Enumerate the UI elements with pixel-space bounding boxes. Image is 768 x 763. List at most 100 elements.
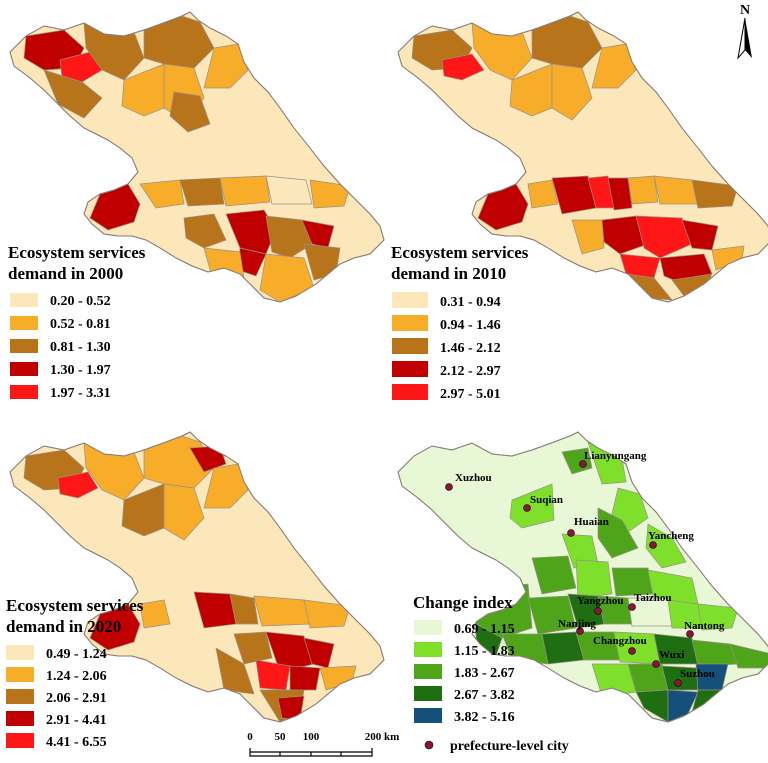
legend-class-label: 0.52 - 0.81 — [50, 317, 111, 332]
north-arrow-left-half — [737, 17, 746, 60]
city-xuzhou: Xuzhou — [445, 472, 492, 491]
legend-2000-items: 0.20 - 0.52 0.52 - 0.81 0.81 - 1.30 1.30 - … — [10, 293, 111, 401]
map-2010-counties — [411, 15, 745, 301]
legend-class-label: 4.41 - 6.55 — [46, 735, 107, 750]
legend-swatch — [10, 316, 38, 330]
city-dot — [686, 630, 694, 638]
scale-label-50: 50 — [275, 731, 287, 743]
map-2000 — [9, 11, 385, 303]
city-dot — [567, 529, 575, 537]
legend-swatch — [6, 711, 34, 726]
legend-class-label: 0.81 - 1.30 — [50, 340, 111, 355]
city-label-nanjing: Nanjing — [558, 618, 596, 630]
legend-swatch — [414, 664, 442, 679]
legend-class-label: 1.97 - 3.31 — [50, 386, 111, 401]
legend-class-label: 2.97 - 5.01 — [440, 387, 501, 402]
city-suzhou: Suzhou — [674, 668, 715, 687]
scale-bar-line — [249, 748, 373, 757]
legend-class-label: 3.82 - 5.16 — [454, 710, 515, 725]
north-label: N — [740, 3, 750, 18]
legend-2000: Ecosystem services demand in 2000 0.20 -… — [8, 243, 146, 401]
scale-label-0: 0 — [247, 731, 253, 743]
legend-swatch — [10, 339, 38, 353]
legend-swatch — [392, 338, 428, 354]
city-dot — [649, 541, 657, 549]
city-huaian: Huaian — [567, 516, 609, 537]
legend-city-label: prefecture-level city — [450, 739, 569, 754]
legend-2010-items: 0.31 - 0.94 0.94 - 1.46 1.46 - 2.12 2.12 - … — [392, 292, 501, 402]
city-taizhou: Taizhou — [628, 592, 672, 611]
legend-class-label: 2.67 - 3.82 — [454, 688, 515, 703]
city-dot — [576, 627, 584, 635]
legend-swatch — [414, 642, 442, 657]
city-dot — [594, 607, 602, 615]
scale-label-100: 100 — [303, 731, 320, 743]
legend-swatch — [6, 667, 34, 682]
legend-class-label: 0.20 - 0.52 — [50, 294, 111, 309]
city-changzhou: Changzhou — [593, 635, 647, 655]
legend-class-label: 1.46 - 2.12 — [440, 341, 501, 356]
city-wuxi: Wuxi — [652, 649, 684, 668]
city-yangzhou: Yangzhou — [577, 595, 623, 615]
city-label-yancheng: Yancheng — [648, 530, 694, 542]
legend-2020-title-line2: demand in 2020 — [6, 617, 121, 636]
legend-swatch — [392, 384, 428, 400]
legend-class-label: 2.06 - 2.91 — [46, 691, 107, 706]
map-2000-counties — [23, 15, 351, 302]
map-2020 — [9, 431, 385, 723]
legend-change-title: Change index — [413, 593, 513, 612]
city-label-wuxi: Wuxi — [659, 649, 684, 661]
city-dot — [628, 603, 636, 611]
map-change-counties — [475, 441, 768, 722]
map-change-index — [397, 431, 768, 723]
city-label-suqian: Suqian — [530, 494, 563, 506]
city-suqian: Suqian — [523, 494, 563, 512]
city-label-yangzhou: Yangzhou — [577, 595, 623, 607]
city-label-taizhou: Taizhou — [634, 592, 672, 604]
legend-swatch — [392, 361, 428, 377]
map-2020-counties — [23, 435, 357, 722]
city-lianyungang: Lianyungang — [579, 450, 647, 468]
legend-2020-items: 0.49 - 1.24 1.24 - 2.06 2.06 - 2.91 2.91 - … — [6, 645, 107, 750]
legend-swatch — [392, 292, 428, 308]
scale-bar: 0 50 100 200 km — [247, 731, 400, 757]
north-arrow-right-half — [745, 18, 752, 58]
legend-swatch — [10, 293, 38, 307]
legend-class-label: 0.49 - 1.24 — [46, 647, 107, 662]
city-label-lianyungang: Lianyungang — [584, 450, 647, 462]
legend-swatch — [6, 733, 34, 748]
legend-swatch — [414, 620, 442, 635]
legend-swatch — [392, 315, 428, 331]
legend-class-label: 1.30 - 1.97 — [50, 363, 111, 378]
city-dot — [523, 504, 531, 512]
legend-2010: Ecosystem services demand in 2010 0.31 -… — [391, 243, 529, 402]
legend-class-label: 0.31 - 0.94 — [440, 295, 501, 310]
legend-2010-title-line1: Ecosystem services — [391, 243, 529, 262]
legend-2000-title-line1: Ecosystem services — [8, 243, 146, 262]
legend-2010-title-line2: demand in 2010 — [391, 264, 506, 283]
legend-change-items: 0.69 - 1.15 1.15 - 1.83 1.83 - 2.67 2.67 - … — [414, 620, 515, 725]
north-arrow: N — [737, 3, 752, 60]
city-label-huaian: Huaian — [574, 516, 609, 528]
map-2010 — [397, 11, 768, 303]
legend-class-label: 2.12 - 2.97 — [440, 364, 501, 379]
legend-class-label: 0.94 - 1.46 — [440, 318, 501, 333]
legend-class-label: 1.24 - 2.06 — [46, 669, 107, 684]
city-label-changzhou: Changzhou — [593, 635, 647, 647]
city-yancheng: Yancheng — [648, 530, 694, 549]
legend-change: Change index 0.69 - 1.15 1.15 - 1.83 1.83 … — [413, 593, 569, 754]
legend-swatch — [414, 708, 442, 723]
legend-2020: Ecosystem services demand in 2020 0.49 -… — [6, 596, 144, 750]
scale-label-200: 200 km — [365, 731, 400, 743]
legend-swatch — [10, 362, 38, 376]
legend-swatch — [10, 385, 38, 399]
legend-swatch — [6, 645, 34, 660]
legend-swatch — [6, 689, 34, 704]
legend-class-label: 2.91 - 4.41 — [46, 713, 107, 728]
city-dot — [674, 679, 682, 687]
legend-city-dot — [424, 740, 434, 750]
legend-2000-title-line2: demand in 2000 — [8, 264, 123, 283]
city-nantong: Nantong — [684, 620, 725, 638]
city-dot — [579, 460, 587, 468]
